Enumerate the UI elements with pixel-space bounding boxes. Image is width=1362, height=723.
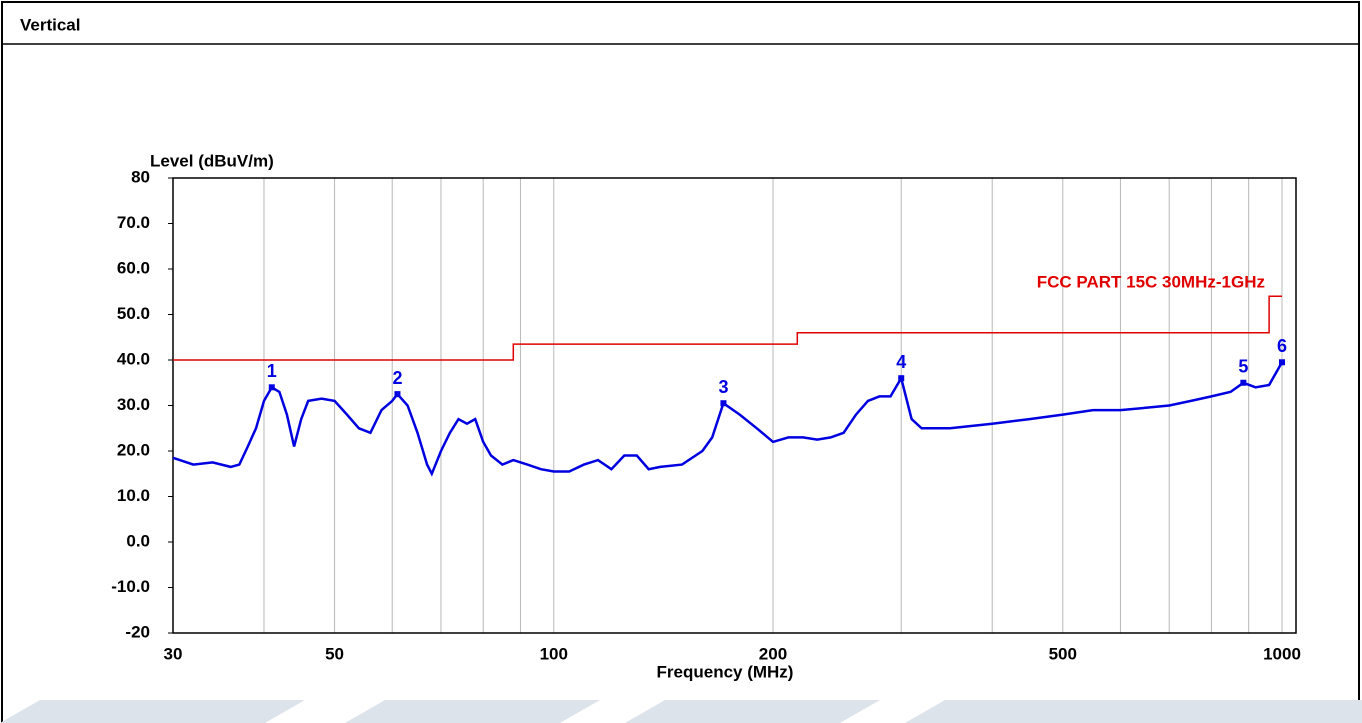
x-tick-label: 100 (540, 644, 568, 663)
marker-label: 3 (718, 377, 728, 397)
y-tick-label: 80 (131, 167, 150, 186)
x-axis-label: Frequency (MHz) (657, 662, 794, 681)
y-tick-label: 40.0 (117, 349, 150, 368)
x-tick-label: 500 (1049, 644, 1077, 663)
marker (1279, 359, 1285, 366)
y-tick-label: 70.0 (117, 213, 150, 232)
marker (268, 384, 275, 391)
plot-frame (172, 177, 1297, 634)
footer-decoration (0, 700, 1362, 723)
y-tick-label: -20 (125, 622, 150, 641)
marker-label: 1 (267, 361, 277, 381)
marker-label: 5 (1238, 357, 1248, 377)
level-trace (172, 361, 1284, 477)
limit-label: FCC PART 15C 30MHz-1GHz (1037, 272, 1265, 291)
y-tick-label: 30.0 (117, 395, 150, 414)
marker (898, 375, 905, 382)
y-axis-label: Level (dBuV/m) (150, 151, 274, 170)
x-tick-label: 50 (325, 644, 344, 663)
x-tick-label: 1000 (1263, 644, 1301, 663)
y-tick-label: 0.0 (126, 531, 150, 550)
marker (720, 400, 727, 407)
marker-label: 6 (1277, 336, 1287, 356)
y-tick-label: 20.0 (117, 440, 150, 459)
x-tick-label: 30 (164, 644, 183, 663)
header-title: Vertical (20, 15, 81, 34)
y-tick-label: 50.0 (117, 304, 150, 323)
marker-label: 4 (896, 352, 906, 372)
marker (394, 391, 401, 398)
limit-line (173, 295, 1282, 361)
y-tick-label: -10.0 (111, 577, 150, 596)
x-tick-label: 200 (759, 644, 787, 663)
y-tick-label: 60.0 (117, 258, 150, 277)
y-tick-label: 10.0 (117, 486, 150, 505)
marker-label: 2 (392, 368, 402, 388)
marker (1240, 379, 1247, 386)
